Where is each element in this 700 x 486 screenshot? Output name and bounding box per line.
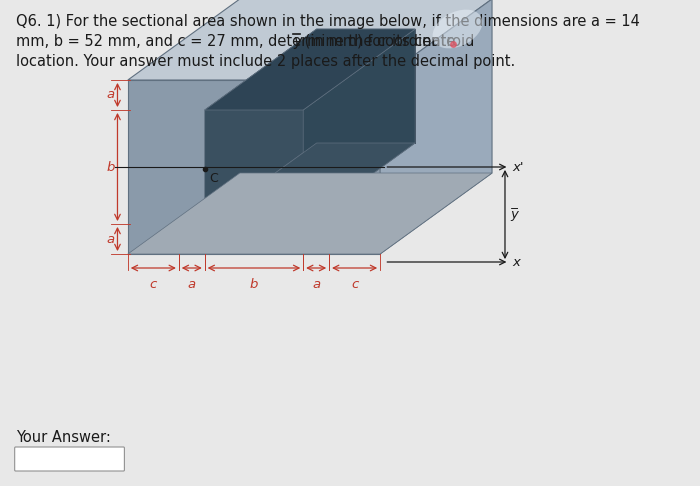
Text: y̅: y̅ xyxy=(510,208,518,221)
Text: location. Your answer must include 2 places after the decimal point.: location. Your answer must include 2 pla… xyxy=(15,54,514,69)
Polygon shape xyxy=(128,80,380,254)
Text: (in mm) for its centroid: (in mm) for its centroid xyxy=(300,34,475,49)
Text: a: a xyxy=(188,278,196,291)
Polygon shape xyxy=(128,0,492,80)
Text: C: C xyxy=(209,172,218,185)
Polygon shape xyxy=(303,29,415,224)
Polygon shape xyxy=(204,143,415,224)
Text: a: a xyxy=(106,88,115,102)
Text: b: b xyxy=(106,160,115,174)
Polygon shape xyxy=(204,29,415,110)
Polygon shape xyxy=(204,29,316,224)
Polygon shape xyxy=(204,110,303,224)
Polygon shape xyxy=(204,29,415,110)
Ellipse shape xyxy=(433,10,482,49)
Text: c: c xyxy=(150,278,157,291)
Text: mm, b = 52 mm, and c = 27 mm, determine the coordinate: mm, b = 52 mm, and c = 27 mm, determine … xyxy=(15,34,459,49)
Text: c: c xyxy=(351,278,358,291)
Text: Your Answer:: Your Answer: xyxy=(15,430,111,445)
Text: x': x' xyxy=(513,160,524,174)
Text: b: b xyxy=(250,278,258,291)
Text: y: y xyxy=(293,34,302,49)
FancyBboxPatch shape xyxy=(15,447,125,471)
Polygon shape xyxy=(316,29,415,143)
Polygon shape xyxy=(128,173,492,254)
Text: Q6. 1) For the sectional area shown in the image below, if the dimensions are a : Q6. 1) For the sectional area shown in t… xyxy=(15,14,639,29)
Text: a: a xyxy=(312,278,320,291)
Polygon shape xyxy=(380,0,492,254)
Text: a: a xyxy=(106,232,115,245)
Text: x: x xyxy=(513,256,521,268)
